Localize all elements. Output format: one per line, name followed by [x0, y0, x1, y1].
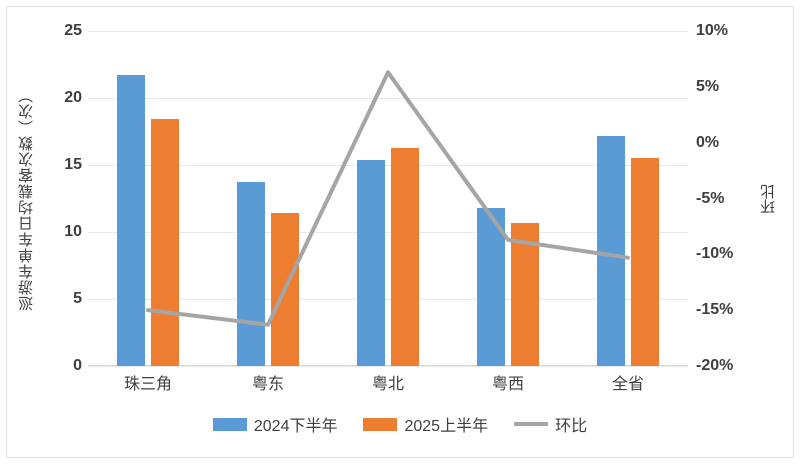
bar-group [208, 31, 328, 366]
y-axis-title-left: 巡游车单车日均载客次数（次） [14, 31, 38, 366]
gridline [88, 299, 688, 300]
y-axis-ticks-right: 10% 5% 0% -5% -10% -15% -20% [696, 22, 748, 374]
bar-blue [357, 159, 385, 366]
gridline [88, 232, 688, 233]
line-series-huanbi [146, 70, 630, 327]
legend-item[interactable]: 2024下半年 [212, 412, 338, 436]
x-axis-category-labels: 珠三角 粤东 粤北 粤西 全省 [88, 370, 688, 400]
legend-item[interactable]: 2025上半年 [363, 412, 488, 436]
gridline [88, 31, 688, 32]
y-axis-title-right: 环比 [756, 31, 780, 366]
x-category-label: 粤东 [251, 376, 284, 393]
bar-orange [511, 222, 539, 366]
legend-item[interactable]: 环比 [514, 412, 587, 436]
y-axis-title-left-text: 巡游车单车日均载客次数（次） [17, 86, 35, 311]
plot-area [88, 31, 688, 367]
y-tick-right: 0% [696, 133, 720, 151]
x-axis-line [88, 365, 688, 366]
bar-blue [477, 207, 505, 366]
gridline [88, 165, 688, 166]
legend-label: 2024下半年 [253, 418, 338, 435]
y-tick-right: 10% [696, 22, 729, 39]
legend-label: 环比 [555, 418, 588, 435]
y-tick-right: 5% [696, 77, 720, 95]
bar-group [328, 31, 448, 366]
bar-orange [391, 147, 419, 366]
gridline [88, 366, 688, 367]
legend-label: 2025上半年 [404, 418, 489, 435]
y-tick-left: 20 [64, 89, 82, 106]
bar-blue [237, 182, 265, 366]
y-tick-right: -15% [696, 301, 734, 319]
y-tick-left: 10 [64, 223, 82, 240]
gridline [88, 98, 688, 99]
bar-orange [151, 119, 179, 366]
legend-square-swatch-icon [212, 417, 247, 431]
y-tick-left: 5 [73, 290, 82, 307]
y-tick-left: 25 [64, 22, 82, 39]
y-tick-left: 15 [64, 156, 82, 173]
bar-blue [117, 75, 145, 366]
bar-group [448, 31, 568, 366]
line-series-layer [146, 70, 630, 327]
y-tick-right: -5% [696, 189, 725, 207]
bar-group [568, 31, 688, 366]
chart-legend: 2024下半年 2025上半年 环比 [0, 412, 800, 436]
y-tick-right: -20% [696, 357, 734, 374]
bar-group [88, 31, 208, 366]
y-tick-left: 0 [73, 357, 82, 374]
x-category-label: 珠三角 [123, 376, 172, 393]
legend-line-swatch-icon [514, 422, 549, 426]
legend-square-swatch-icon [363, 417, 398, 431]
bar-orange [631, 158, 659, 366]
bar-blue [597, 135, 625, 366]
x-category-label: 粤北 [371, 376, 404, 393]
y-axis-ticks-left: 25 20 15 10 5 0 [48, 22, 82, 374]
y-tick-right: -10% [696, 245, 734, 263]
y-axis-title-right-text: 环比 [759, 183, 777, 214]
x-category-label: 全省 [611, 376, 644, 393]
x-category-label: 粤西 [491, 376, 524, 393]
